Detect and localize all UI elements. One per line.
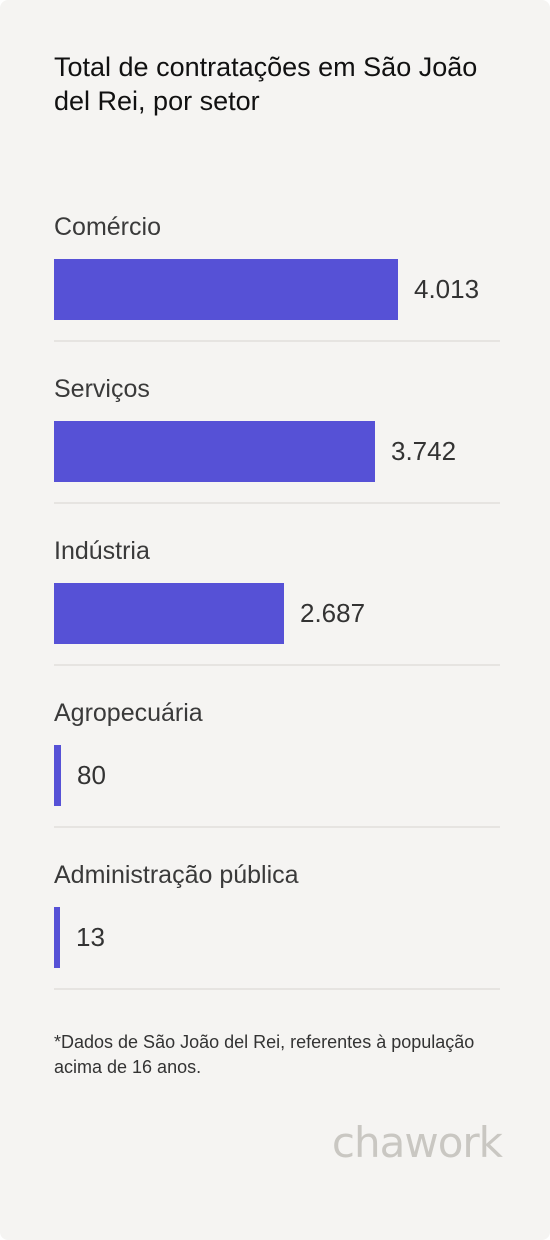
bar	[54, 907, 60, 968]
bar-row: Indústria 2.687	[54, 536, 500, 698]
bar	[54, 583, 284, 644]
row-divider	[54, 340, 500, 342]
value-label: 2.687	[300, 598, 366, 628]
category-label: Administração pública	[54, 861, 299, 889]
bar-row: Administração pública 13	[54, 860, 500, 1022]
value-label: 4.013	[414, 274, 480, 304]
category-label: Agropecuária	[54, 699, 203, 727]
bar	[54, 745, 61, 806]
row-divider	[54, 988, 500, 990]
bar	[54, 259, 398, 320]
row-divider	[54, 826, 500, 828]
footnote: *Dados de São João del Rei, referentes à…	[54, 1032, 475, 1077]
bar-row: Comércio 4.013	[54, 212, 500, 374]
category-label: Serviços	[54, 375, 150, 403]
bar	[54, 421, 375, 482]
bar-row: Serviços 3.742	[54, 374, 500, 536]
value-label: 3.742	[391, 436, 457, 466]
chawork-logo: chawork	[331, 1118, 503, 1168]
row-divider	[54, 664, 500, 666]
row-divider	[54, 502, 500, 504]
category-label: Comércio	[54, 213, 161, 241]
chart-title: Total de contratações em São João del Re…	[54, 52, 478, 116]
logo-text: chawork	[331, 1118, 503, 1167]
category-label: Indústria	[54, 537, 150, 565]
bar-row: Agropecuária 80	[54, 698, 500, 860]
value-label: 13	[76, 922, 105, 952]
value-label: 80	[77, 760, 106, 790]
